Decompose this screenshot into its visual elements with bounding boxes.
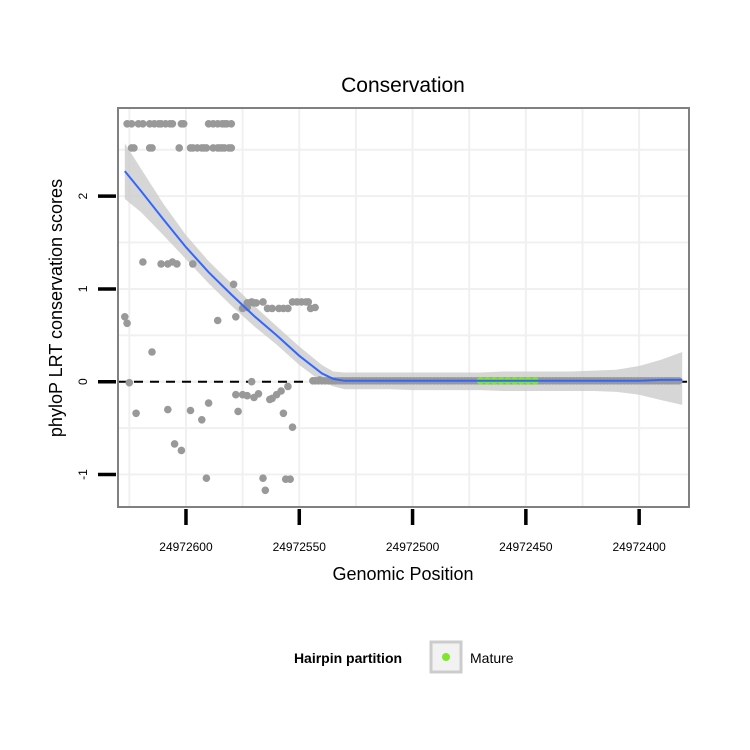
- data-point: [125, 378, 134, 387]
- y-tick-label: 0: [76, 378, 90, 385]
- data-point: [229, 280, 238, 289]
- legend-title: Hairpin partition: [294, 650, 402, 666]
- data-point: [177, 446, 186, 455]
- data-point: [139, 258, 147, 266]
- axes: 24972600 24972550 24972500 24972450 24972400…: [76, 193, 666, 554]
- x-tick-label: 24972550: [273, 540, 327, 554]
- grid: [118, 108, 689, 507]
- data-point: [175, 144, 183, 152]
- data-point: [261, 486, 270, 495]
- data-point: [202, 474, 211, 483]
- data-point: [157, 260, 165, 268]
- data-point: [232, 390, 240, 399]
- data-point: [227, 144, 236, 152]
- plot-panel-border: [117, 107, 690, 508]
- data-point: [164, 405, 172, 414]
- data-point: [123, 319, 131, 328]
- data-point: [243, 391, 251, 400]
- data-point: [234, 407, 242, 416]
- data-point: [247, 377, 256, 386]
- confidence-ribbon: [124, 143, 683, 405]
- data-point: [173, 260, 181, 268]
- data-point: [281, 475, 290, 484]
- data-point: [127, 120, 136, 128]
- data-point: [254, 390, 263, 398]
- data-point: [204, 399, 213, 407]
- data-point: [132, 409, 140, 418]
- y-tick-label: 2: [76, 193, 90, 200]
- smooth-curve: [124, 170, 683, 382]
- data-point: [232, 313, 240, 321]
- data-point: [288, 423, 297, 432]
- data-point: [198, 416, 206, 424]
- data-point: [148, 144, 156, 152]
- ribbon-area: [124, 143, 683, 405]
- data-point: [252, 299, 260, 307]
- data-point: [259, 298, 267, 306]
- smooth-trend-line: [124, 170, 683, 382]
- data-point: [284, 382, 292, 391]
- data-point: [170, 440, 179, 448]
- data-point: [259, 474, 267, 483]
- data-point: [268, 304, 276, 313]
- data-point: [277, 387, 285, 395]
- data-point: [304, 298, 313, 306]
- data-point: [189, 260, 197, 268]
- legend-label-mature: Mature: [470, 650, 514, 666]
- x-axis-title: Genomic Position: [332, 564, 473, 584]
- data-point: [186, 406, 195, 415]
- y-tick-label: -1: [76, 469, 90, 480]
- data-point: [243, 303, 251, 312]
- data-point: [139, 120, 147, 128]
- data-point: [168, 120, 177, 128]
- chart-title: Conservation: [341, 74, 465, 97]
- data-point: [279, 409, 288, 418]
- data-point: [148, 348, 156, 356]
- x-tick-label: 24972500: [386, 540, 440, 554]
- data-point: [284, 304, 292, 313]
- data-point: [179, 120, 188, 128]
- data-point: [121, 313, 129, 321]
- data-point: [130, 144, 138, 152]
- x-tick-label: 24972600: [159, 540, 213, 554]
- y-tick-label: 1: [76, 285, 90, 292]
- data-point: [202, 144, 211, 152]
- y-axis-title: phyloP LRT conservation scores: [46, 179, 66, 437]
- data-point: [311, 303, 319, 312]
- legend-key-mature-dot: [442, 653, 450, 661]
- scatter-points: [121, 120, 683, 495]
- data-point: [227, 120, 236, 128]
- data-point: [213, 316, 222, 325]
- legend: Hairpin partition Mature: [294, 640, 514, 674]
- x-tick-label: 24972450: [499, 540, 553, 554]
- x-tick-label: 24972400: [612, 540, 666, 554]
